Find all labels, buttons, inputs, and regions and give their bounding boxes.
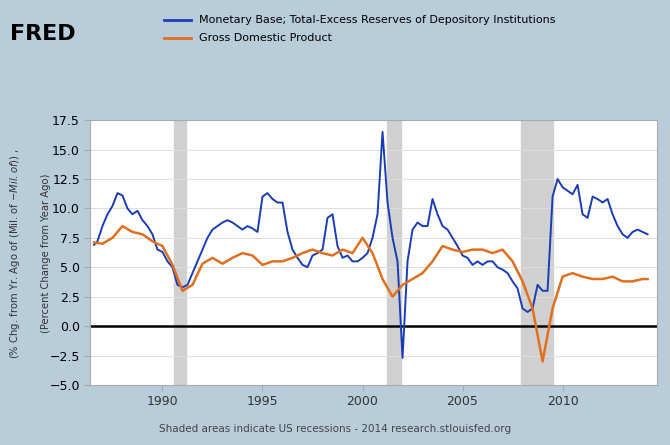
- Text: Gross Domestic Product: Gross Domestic Product: [199, 33, 332, 43]
- Text: (Percent Change from Year Ago): (Percent Change from Year Ago): [41, 174, 50, 333]
- Text: FRED: FRED: [10, 24, 76, 44]
- Text: Shaded areas indicate US recessions - 2014 research.stlouisfed.org: Shaded areas indicate US recessions - 20…: [159, 424, 511, 434]
- Bar: [387, 120, 401, 385]
- Text: (% Chg. from Yr. Ago of (Mil. of $-Mil. of $)) ,: (% Chg. from Yr. Ago of (Mil. of $-Mil. …: [8, 148, 21, 359]
- Bar: [521, 120, 553, 385]
- Text: Monetary Base; Total-Excess Reserves of Depository Institutions: Monetary Base; Total-Excess Reserves of …: [199, 15, 555, 25]
- Bar: [174, 120, 186, 385]
